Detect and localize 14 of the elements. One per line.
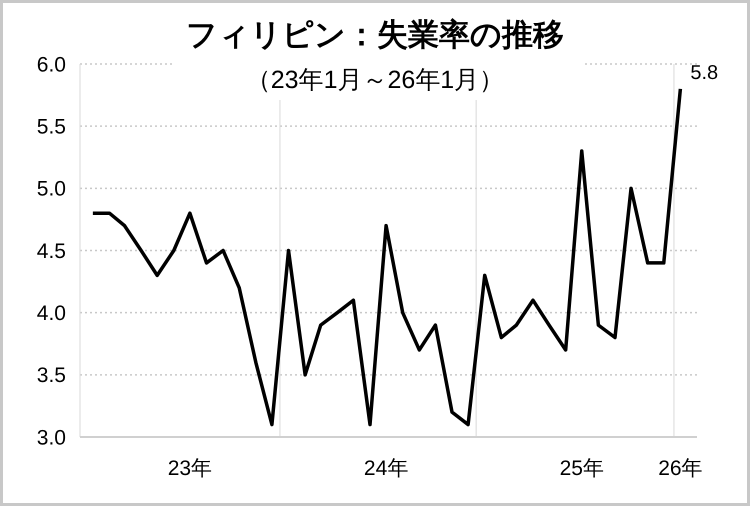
y-tick-label: 6.0: [36, 53, 66, 76]
y-tick-label: 3.0: [36, 426, 66, 450]
x-tick-label: 24年: [364, 457, 408, 480]
x-tick-label: 23年: [168, 457, 212, 480]
y-tick-label: 5.5: [36, 116, 66, 139]
data-label: 5.8: [690, 62, 718, 84]
y-tick-label: 3.5: [36, 364, 66, 388]
x-tick-label: 25年: [560, 457, 604, 480]
chart-title: フィリピン：失業率の推移: [186, 17, 564, 52]
y-tick-label: 5.0: [36, 178, 66, 201]
chart-subtitle: （23年1月～26年1月）: [246, 66, 504, 94]
y-tick-label: 4.5: [36, 240, 66, 263]
y-tick-label: 4.0: [36, 302, 66, 326]
x-tick-label: 26年: [658, 457, 703, 480]
